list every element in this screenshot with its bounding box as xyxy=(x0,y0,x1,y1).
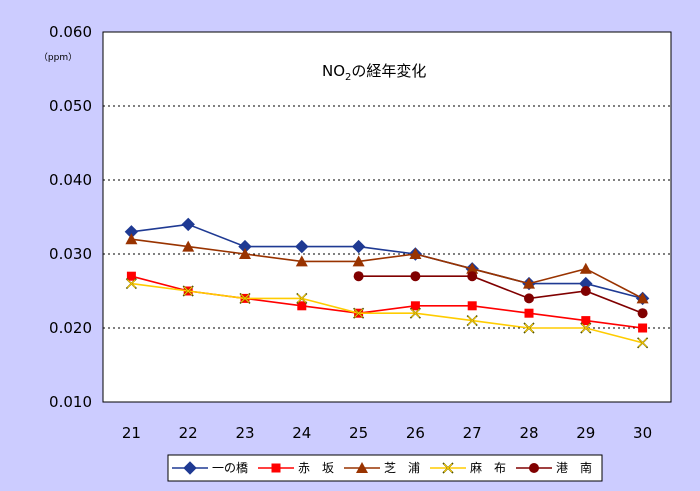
legend-marker xyxy=(356,462,368,473)
data-point xyxy=(636,292,649,304)
legend-entries: 一の橋 赤 坂 芝 浦 麻 布 港 南 xyxy=(172,460,592,475)
legend xyxy=(167,454,603,482)
data-point xyxy=(637,308,648,319)
data-point xyxy=(409,248,422,259)
data-point xyxy=(297,294,307,303)
series-line xyxy=(131,238,643,300)
series-line xyxy=(358,275,643,314)
x-tick-label: 30 xyxy=(633,424,652,442)
x-tick-label: 24 xyxy=(292,424,311,442)
data-point xyxy=(581,316,591,326)
legend-label: 麻 布 xyxy=(470,460,506,475)
data-point xyxy=(579,262,592,274)
chart-title-subscript: 2 xyxy=(345,72,351,83)
x-tick-label: 27 xyxy=(463,424,482,442)
data-point xyxy=(353,271,364,282)
legend-marker xyxy=(443,463,453,473)
data-point xyxy=(354,308,363,318)
legend-label: 港 南 xyxy=(556,460,592,475)
data-point xyxy=(295,255,308,267)
data-point xyxy=(466,262,479,274)
y-axis-ticks: 0.010 0.020 0.030 0.040 0.050 0.060 xyxy=(49,23,92,411)
x-tick-label: 23 xyxy=(235,424,254,442)
chart-title-suffix: の経年変化 xyxy=(351,62,426,80)
data-point xyxy=(182,240,195,252)
legend-marker xyxy=(529,463,539,473)
data-point xyxy=(125,233,138,245)
legend-marker xyxy=(183,461,197,475)
x-tick-label: 21 xyxy=(122,424,141,442)
data-point xyxy=(352,255,365,267)
data-point xyxy=(638,338,647,348)
unit-label: （ppm） xyxy=(39,52,77,63)
series-4 xyxy=(125,278,649,349)
y-tick-label: 0.040 xyxy=(49,171,92,189)
legend-entry: 赤 坂 xyxy=(258,461,334,475)
data-point xyxy=(181,217,195,232)
data-point xyxy=(295,239,309,254)
y-tick-label: 0.030 xyxy=(49,245,92,263)
data-point xyxy=(239,248,251,259)
data-point xyxy=(581,323,591,333)
data-point xyxy=(183,286,193,296)
legend-label: 赤 坂 xyxy=(298,461,334,475)
legend-marker xyxy=(271,463,281,473)
series-5 xyxy=(353,271,648,319)
legend-entry: 一の橋 xyxy=(172,461,248,475)
plot-area xyxy=(102,31,672,403)
x-tick-label: 22 xyxy=(179,424,198,442)
legend-label: 芝 浦 xyxy=(384,460,420,475)
legend-label: 一の橋 xyxy=(212,461,248,475)
x-axis-ticks: 21 22 23 24 25 26 27 28 29 30 xyxy=(122,424,652,442)
y-tick-label: 0.060 xyxy=(49,23,92,41)
data-point xyxy=(297,301,307,311)
data-point xyxy=(351,239,366,254)
series-line xyxy=(131,282,643,344)
legend-entry: 港 南 xyxy=(516,460,592,475)
data-point xyxy=(467,301,477,311)
data-point xyxy=(127,279,136,288)
series-3 xyxy=(125,233,649,304)
data-point xyxy=(580,286,591,296)
data-point xyxy=(410,271,421,282)
data-point xyxy=(524,293,534,304)
x-tick-label: 25 xyxy=(349,424,368,442)
data-point xyxy=(410,301,420,311)
y-tick-label: 0.020 xyxy=(49,319,92,337)
legend-entry: 麻 布 xyxy=(430,460,506,475)
x-tick-label: 26 xyxy=(406,424,425,442)
data-point xyxy=(126,271,136,281)
series-1 xyxy=(124,217,650,306)
y-tick-label: 0.050 xyxy=(49,97,92,115)
data-point xyxy=(411,308,420,318)
data-point xyxy=(523,277,535,289)
data-point xyxy=(240,294,250,303)
series-line xyxy=(131,223,643,300)
data-point xyxy=(467,316,477,325)
series-layer xyxy=(124,217,650,349)
chart-title: NO2の経年変化 xyxy=(322,62,426,83)
y-tick-label: 0.010 xyxy=(49,393,92,411)
data-point xyxy=(638,323,648,333)
data-point xyxy=(467,271,478,282)
x-tick-label: 29 xyxy=(576,424,595,442)
data-point xyxy=(524,308,534,318)
legend-entry: 芝 浦 xyxy=(344,460,420,475)
data-point xyxy=(524,323,534,333)
chart-title-prefix: NO xyxy=(322,62,345,80)
x-tick-label: 28 xyxy=(519,424,538,442)
